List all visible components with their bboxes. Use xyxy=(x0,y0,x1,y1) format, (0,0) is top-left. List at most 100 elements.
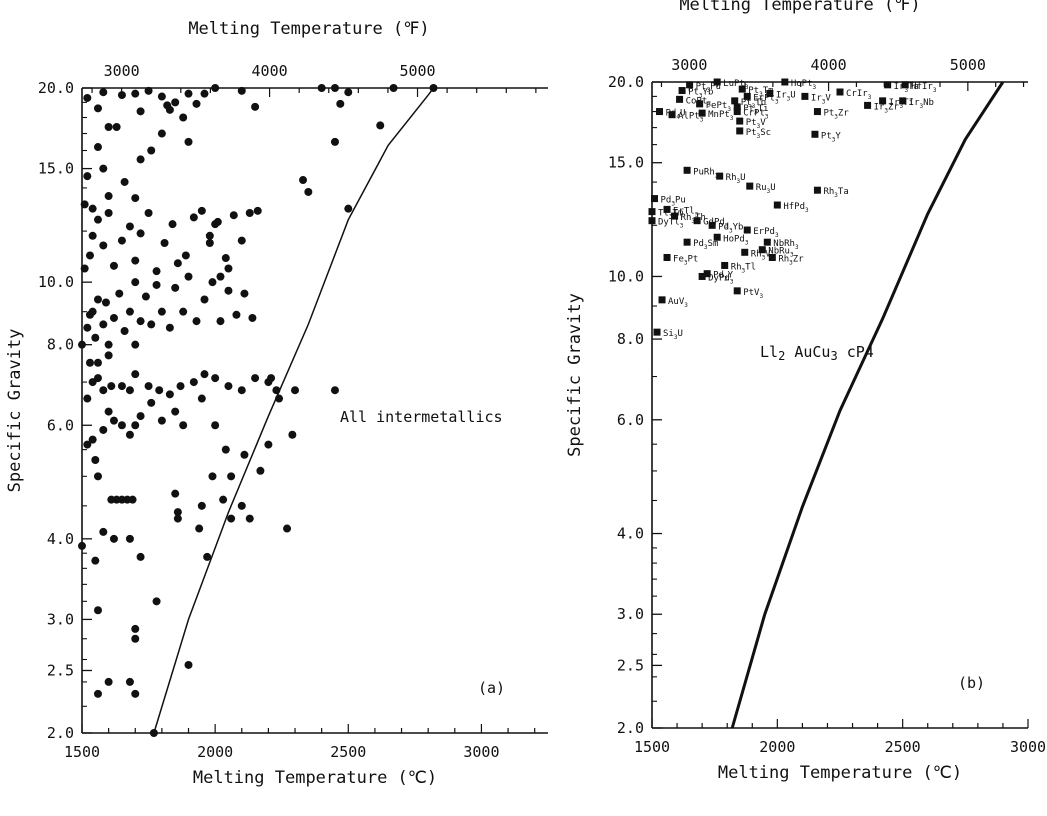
data-point xyxy=(131,624,140,633)
data-point xyxy=(147,398,156,407)
data-point xyxy=(157,92,166,101)
text-part: Zr xyxy=(838,109,849,119)
text-part: Sm xyxy=(708,239,719,249)
data-point xyxy=(85,358,94,367)
data-point xyxy=(107,382,116,391)
subscript: 2 xyxy=(778,349,785,363)
subscript: 3 xyxy=(684,259,688,266)
data-point xyxy=(251,374,260,383)
data-point xyxy=(653,328,661,336)
data-point xyxy=(741,248,749,256)
subscript: 3 xyxy=(684,302,688,309)
data-point xyxy=(99,241,108,250)
x-tick-label: 1500 xyxy=(634,738,670,756)
data-point xyxy=(330,137,339,146)
text-part: Pd xyxy=(661,196,672,206)
compound-label: PtV3 xyxy=(743,288,763,300)
subscript: 3 xyxy=(832,136,836,143)
data-point xyxy=(248,313,257,322)
data-point xyxy=(221,254,230,263)
x-axis-title: Melting Temperature (℃) xyxy=(193,768,437,788)
text-part: U xyxy=(677,329,682,339)
subscript: 3 xyxy=(706,87,710,94)
data-point xyxy=(758,246,766,254)
data-point xyxy=(879,97,887,105)
y-tick-label: 8.0 xyxy=(47,336,74,354)
x2-tick-label: 3000 xyxy=(671,56,707,74)
text-part: MnPt xyxy=(708,110,730,120)
text-part: L xyxy=(760,343,769,361)
text-part: Ir xyxy=(909,98,920,108)
data-point xyxy=(205,239,214,248)
data-point xyxy=(131,194,140,203)
data-point xyxy=(224,286,233,295)
text-part: NbRu xyxy=(768,247,790,257)
data-point xyxy=(85,251,94,260)
data-point xyxy=(200,295,209,304)
subscript: 3 xyxy=(765,114,769,121)
data-point xyxy=(208,472,217,481)
trend-line xyxy=(153,87,435,734)
compound-label: NbRh3 xyxy=(773,239,799,251)
data-point xyxy=(163,101,172,110)
text-part: Yb xyxy=(733,222,744,232)
data-point xyxy=(686,81,694,89)
data-point xyxy=(736,127,744,135)
y-tick-label: 4.0 xyxy=(617,525,644,543)
data-point xyxy=(109,261,118,270)
text-part: U xyxy=(790,90,795,100)
compound-label: Rh3Zr xyxy=(778,254,804,266)
subscript: 3 xyxy=(745,84,749,91)
text-part: V xyxy=(765,249,771,259)
data-point xyxy=(211,84,220,92)
text-part: Pt xyxy=(688,88,699,98)
subscript: 3 xyxy=(674,334,678,341)
y-tick-label: 4.0 xyxy=(47,530,74,548)
data-point xyxy=(147,146,156,155)
data-point xyxy=(184,89,193,98)
x-tick-label: 3000 xyxy=(463,743,499,761)
subscript: 3 xyxy=(822,98,826,105)
x-tick-label: 1500 xyxy=(64,743,100,761)
subscript: 3 xyxy=(729,227,733,234)
data-point xyxy=(264,440,273,449)
subscript: 3 xyxy=(789,259,793,266)
text-part: Si xyxy=(663,329,674,339)
data-point xyxy=(766,89,774,97)
subscript: 3 xyxy=(745,239,749,246)
data-point xyxy=(136,107,145,116)
subscript: 3 xyxy=(671,201,675,208)
data-point xyxy=(781,78,789,86)
subscript: 3 xyxy=(730,115,734,122)
text-part: Ti xyxy=(903,98,914,108)
data-point xyxy=(317,84,326,92)
data-point xyxy=(157,307,166,316)
y-axis-title: Specific Gravity xyxy=(565,293,585,457)
data-point xyxy=(93,143,102,152)
x2-tick-label: 5000 xyxy=(399,62,435,80)
data-point xyxy=(171,98,180,107)
compound-label: Pd3Yb xyxy=(718,222,743,234)
data-point xyxy=(171,283,180,292)
subscript: 3 xyxy=(834,114,838,121)
text-part: Pt xyxy=(688,254,699,264)
text-part: Rh xyxy=(778,254,789,264)
x2-tick-label: 5000 xyxy=(950,56,986,74)
compound-label: Si3U xyxy=(663,329,683,341)
data-point xyxy=(88,307,97,316)
data-point xyxy=(83,93,92,102)
subscript: 4 xyxy=(676,114,680,121)
compound-label: ErPt3 xyxy=(753,93,779,105)
data-point xyxy=(733,287,741,295)
data-point xyxy=(656,108,664,116)
compound-label: HfPd3 xyxy=(783,202,809,214)
data-point xyxy=(125,534,134,543)
data-point xyxy=(658,296,666,304)
data-point xyxy=(671,212,679,220)
text-part: ErPt xyxy=(753,93,775,103)
data-point xyxy=(83,323,92,332)
data-point xyxy=(171,407,180,416)
data-point xyxy=(240,289,249,298)
data-point xyxy=(91,456,100,465)
